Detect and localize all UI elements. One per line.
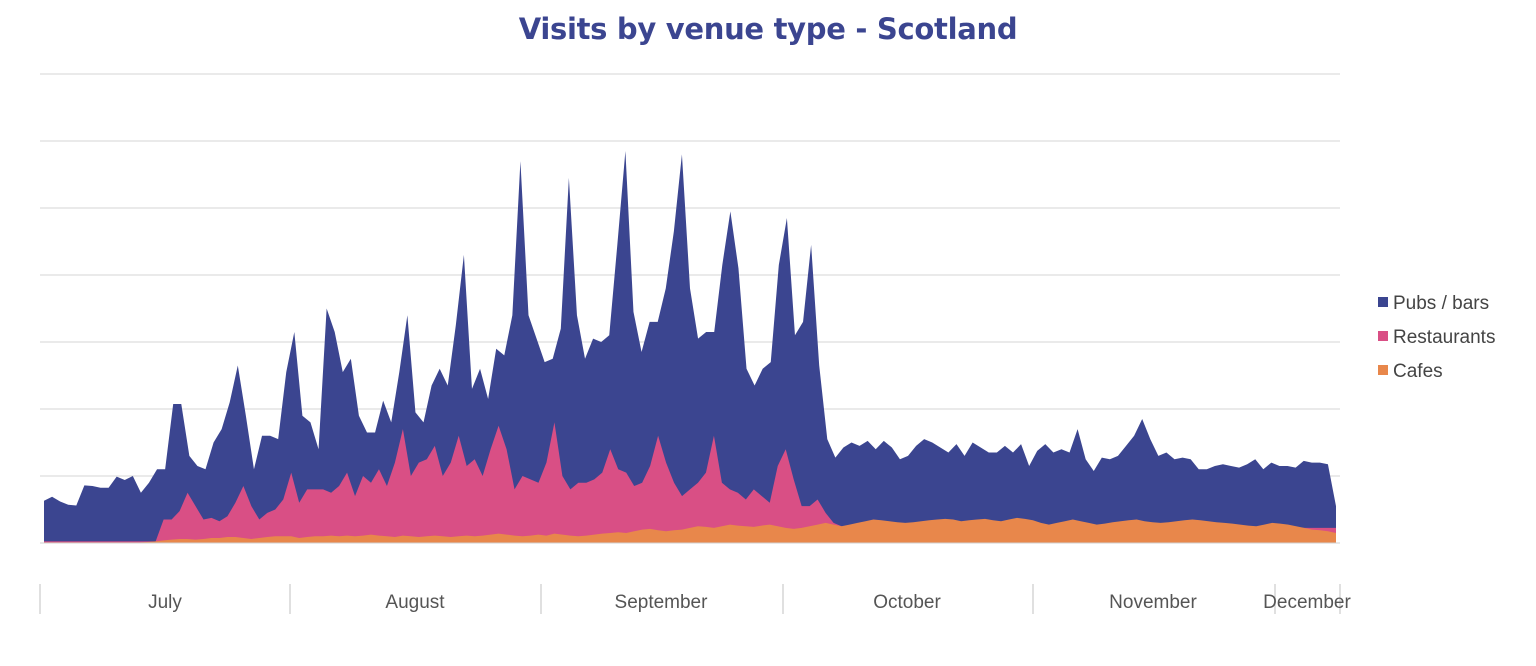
legend-label: Restaurants xyxy=(1393,327,1495,348)
legend-swatch xyxy=(1378,297,1388,307)
legend-label: Cafes xyxy=(1393,361,1443,382)
month-label-october: October xyxy=(873,592,941,613)
month-label-november: November xyxy=(1109,592,1197,613)
chart-title: Visits by venue type - Scotland xyxy=(518,12,1018,46)
series-areas xyxy=(44,151,1336,544)
area-series-cafes xyxy=(44,517,1336,543)
month-label-december: December xyxy=(1263,592,1351,613)
area-series-pubs-bars xyxy=(44,151,1336,544)
area-series-restaurants xyxy=(44,422,1336,543)
legend-swatch xyxy=(1378,331,1388,341)
month-ticks xyxy=(39,584,1341,614)
month-label-august: August xyxy=(385,592,445,613)
month-label-september: September xyxy=(615,592,709,613)
legend-label: Pubs / bars xyxy=(1393,293,1489,314)
month-labels: July August September October November Decemb… xyxy=(148,592,1351,613)
legend-swatch xyxy=(1378,365,1388,375)
month-label-july: July xyxy=(148,592,182,613)
legend: Pubs / bars Restaurants Cafes xyxy=(1378,293,1495,382)
